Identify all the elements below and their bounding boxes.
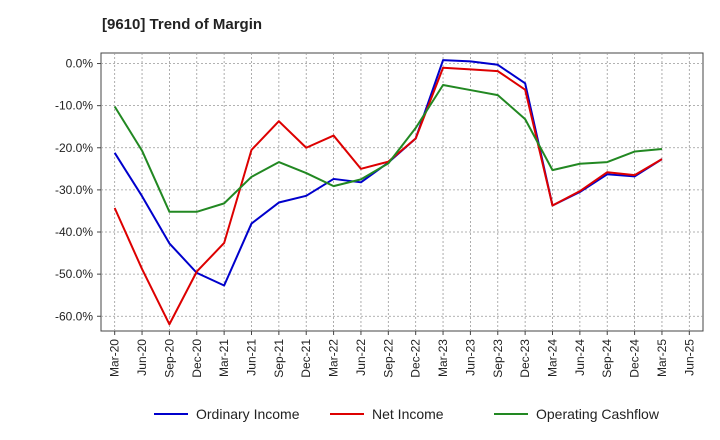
x-tick-label: Dec-21 [299,339,313,378]
series-line-net-income [113,66,663,326]
x-tick-label: Sep-21 [272,339,286,378]
legend: Ordinary Income Net Income Operating Cashf… [154,406,660,422]
x-tick-label: Sep-24 [600,339,614,378]
plot-area [100,52,704,332]
y-tick-label: -50.0% [55,267,93,281]
y-tick-label: -60.0% [55,309,93,323]
x-tick-label: Jun-22 [354,339,368,376]
x-tick-label: Mar-21 [217,339,231,377]
y-tick-label: 0.0% [66,57,94,71]
series-lines [113,59,663,326]
x-tick-label: Jun-24 [573,339,587,376]
x-tick-label: Mar-25 [655,339,669,377]
x-tick-label: Mar-23 [436,339,450,377]
x-tick-label: Sep-20 [162,339,176,378]
x-tick-label: Mar-20 [108,339,122,377]
x-tick-label: Mar-24 [546,339,560,377]
y-tick-label: -40.0% [55,225,93,239]
x-tick-label: Mar-22 [327,339,341,377]
y-axis-ticks: 0.0% -10.0% -20.0% -30.0% -40.0% -50.0% -60.0% [55,57,101,323]
x-tick-label: Dec-20 [190,339,204,378]
legend-label-net-income: Net Income [372,406,444,422]
x-tick-label: Sep-22 [381,339,395,378]
chart-title: [9610] Trend of Margin [102,16,263,33]
x-tick-label: Jun-23 [463,339,477,376]
grid-lines [101,53,703,331]
y-tick-label: -10.0% [55,99,93,113]
x-axis-ticks: Mar-20 Jun-20 Sep-20 Dec-20 Mar-21 Jun-21 Sep-… [108,331,696,378]
x-tick-label: Jun-20 [135,339,149,376]
y-tick-label: -30.0% [55,183,93,197]
x-tick-label: Jun-21 [245,339,259,376]
legend-label-operating-cashflow: Operating Cashflow [536,406,660,422]
x-tick-label: Dec-22 [409,339,423,378]
x-tick-label: Dec-23 [518,339,532,378]
x-tick-label: Sep-23 [491,339,505,378]
y-tick-label: -20.0% [55,141,93,155]
x-tick-label: Jun-25 [682,339,696,376]
legend-label-ordinary-income: Ordinary Income [196,406,300,422]
series-line-operating-cashflow [113,84,663,213]
x-tick-label: Dec-24 [628,339,642,378]
